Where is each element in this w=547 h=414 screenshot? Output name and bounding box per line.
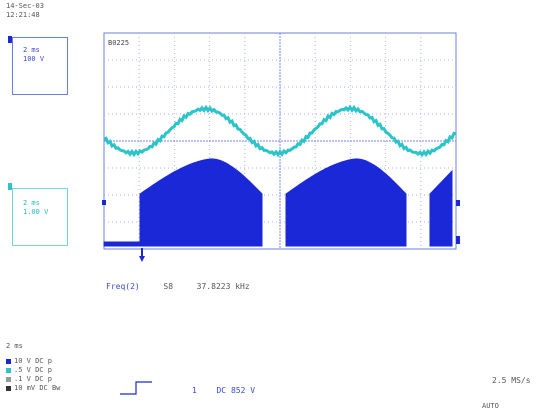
channel-setting-row: 10 mV DC Bw [14,384,61,392]
channel-3-swatch [6,377,11,382]
channel-1-swatch [6,359,11,364]
trigger-level: 852 V [230,386,256,395]
channel-2-time-div: 2 ms [23,199,40,207]
channel-1-box[interactable]: 2 ms 100 V [12,37,68,95]
measurement-label: Freq(2) [106,282,140,291]
capture-time: 12:21:48 [6,11,40,19]
footer-timebase: 2 ms [6,342,23,350]
channel-1-volt-div: 100 V [23,55,45,63]
measurement-source: S8 [163,282,174,291]
scope-grid [103,32,457,250]
right-marker-1 [456,200,460,206]
trigger-marker [139,248,145,262]
ch1-marker [8,36,12,43]
channel-1-time-div: 2 ms [23,46,40,54]
measurement-value: 37.8223 kHz [196,282,250,291]
channel-setting-row: .1 V DC p [14,375,52,383]
cyan-trace [103,104,457,158]
right-marker-2 [456,236,460,244]
trigger-mode: DC [216,386,227,395]
channel-2-swatch [6,368,11,373]
sample-rate: 2.5 MS/s [492,376,531,385]
ch2-marker [8,183,12,190]
blue-trace [103,158,453,247]
channel-setting-row: 10 V DC p [14,357,52,365]
ground-marker [102,200,106,205]
trigger-info[interactable]: 1 DC 852 V [192,386,255,395]
acquisition-mode[interactable]: AUTO [482,402,499,410]
channel-setting-row: .5 V DC p [14,366,52,374]
capture-date: 14-Sec-03 [6,2,44,10]
channel-4-swatch [6,386,11,391]
trigger-channel: 1 [192,386,197,395]
channel-2-volt-div: 1.00 V [23,208,49,216]
channel-2-box[interactable]: 2 ms 1.00 V [12,188,68,246]
plot-label: B0225 [108,39,130,47]
measurement-readout: Freq(2) S8 37.8223 kHz [106,282,250,291]
